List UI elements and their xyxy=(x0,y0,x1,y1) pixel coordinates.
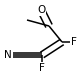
Text: O: O xyxy=(37,5,45,15)
Text: F: F xyxy=(71,37,77,47)
Text: N: N xyxy=(4,50,12,60)
Text: F: F xyxy=(39,63,45,73)
